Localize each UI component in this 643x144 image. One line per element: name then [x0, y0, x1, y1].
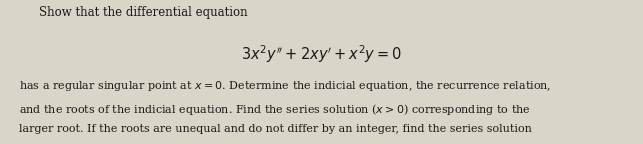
Text: larger root. If the roots are unequal and do not differ by an integer, find the : larger root. If the roots are unequal an…	[19, 124, 532, 134]
Text: has a regular singular point at $x = 0$. Determine the indicial equation, the re: has a regular singular point at $x = 0$.…	[19, 79, 552, 93]
Text: $3x^2y'' + 2xy' + x^2y = 0$: $3x^2y'' + 2xy' + x^2y = 0$	[241, 43, 402, 65]
Text: and the roots of the indicial equation. Find the series solution ($x > 0$) corre: and the roots of the indicial equation. …	[19, 102, 531, 116]
Text: Show that the differential equation: Show that the differential equation	[39, 6, 247, 19]
